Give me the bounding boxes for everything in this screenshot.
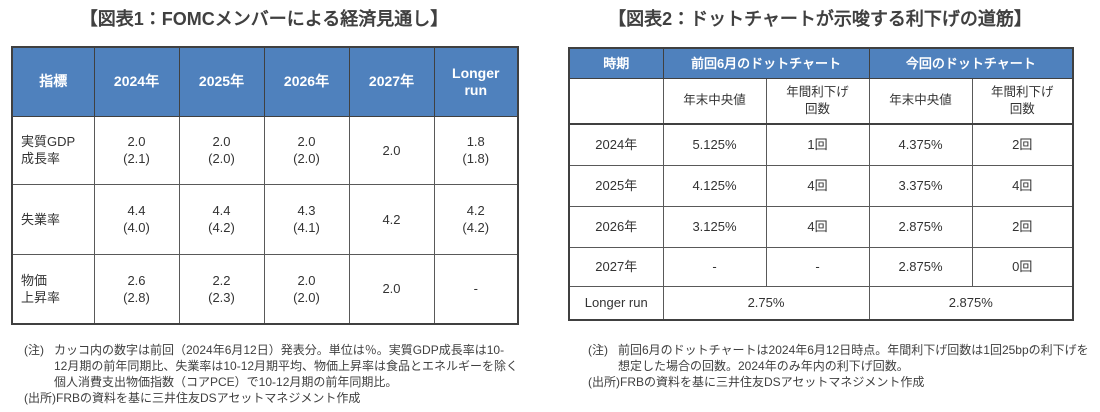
- period-cell: 2024年: [568, 123, 664, 166]
- col-header-longer-run: Longer run: [433, 46, 519, 117]
- table-cell: -: [765, 246, 870, 287]
- table-cell: 2.0 (2.0): [263, 253, 350, 325]
- row-label-inflation: 物価 上昇率: [11, 253, 95, 325]
- table-cell: 2.6 (2.8): [93, 253, 180, 325]
- col-header-2027: 2027年: [348, 46, 435, 117]
- figure2-dot-chart-table: 時期 前回6月のドットチャート 今回のドットチャート 年末中央値 年間利下げ 回…: [568, 47, 1075, 321]
- table-cell: 2.0 (2.0): [263, 115, 350, 185]
- table-cell: 2回: [971, 123, 1074, 166]
- note-label: (注): [24, 343, 44, 357]
- col-header-2024: 2024年: [93, 46, 180, 117]
- table-cell: 3.375%: [868, 164, 973, 207]
- col-header-2026: 2026年: [263, 46, 350, 117]
- note-line: 想定した場合の回数。2024年のみ年内の利下げ回数。: [618, 359, 909, 373]
- subheader-prev-year-end-median: 年末中央値: [662, 77, 767, 125]
- figure2-footnote: (注) 前回6月のドットチャートは2024年6月12日時点。年間利下げ回数は1回…: [588, 342, 1089, 390]
- table-row-2027: 2027年 - - 2.875% 0回: [568, 246, 1074, 287]
- figure2-header-row: 時期 前回6月のドットチャート 今回のドットチャート: [568, 47, 1074, 79]
- table-cell: 4.4 (4.0): [93, 183, 180, 255]
- table-cell: -: [433, 253, 519, 325]
- source-text: FRBの資料を基に三井住友DSアセットマネジメント作成: [56, 391, 361, 405]
- table-row-real-gdp: 実質GDP 成長率 2.0 (2.1) 2.0 (2.0) 2.0 (2.0) …: [11, 115, 519, 185]
- subheader-now-year-end-median: 年末中央値: [868, 77, 973, 125]
- table-row-longer-run: Longer run 2.75% 2.875%: [568, 285, 1074, 321]
- table-cell: 2.2 (2.3): [178, 253, 265, 325]
- table-row-2024: 2024年 5.125% 1回 4.375% 2回: [568, 123, 1074, 166]
- subheader-now-annual-cuts: 年間利下げ 回数: [971, 77, 1074, 125]
- row-label-unemployment: 失業率: [11, 183, 95, 255]
- table-cell: 2.875%: [868, 246, 973, 287]
- row-label-real-gdp: 実質GDP 成長率: [11, 115, 95, 185]
- col-header-period: 時期: [568, 47, 664, 79]
- table-cell: 4.375%: [868, 123, 973, 166]
- table-cell: 5.125%: [662, 123, 767, 166]
- figure1-note-row: (注) カッコ内の数字は前回（2024年6月12日）発表分。単位は％。実質GDP…: [24, 342, 554, 390]
- table-cell: 2.875%: [868, 205, 973, 248]
- source-label: (出所): [588, 375, 620, 389]
- note-line: 個人消費支出物価指数（コアPCE）で10-12月期の前年同期比。: [54, 375, 398, 389]
- source-label: (出所): [24, 391, 56, 405]
- period-cell: 2027年: [568, 246, 664, 287]
- note-line: 前回6月のドットチャートは2024年6月12日時点。年間利下げ回数は1回25bp…: [618, 343, 1089, 357]
- table-cell: 3.125%: [662, 205, 767, 248]
- col-header-2025: 2025年: [178, 46, 265, 117]
- table-cell: 2.75%: [662, 285, 870, 321]
- period-cell: 2026年: [568, 205, 664, 248]
- period-cell: 2025年: [568, 164, 664, 207]
- table-row-2026: 2026年 3.125% 4回 2.875% 2回: [568, 205, 1074, 248]
- figure1-title: 【図表1：FOMCメンバーによる経済見通し】: [79, 9, 449, 29]
- table-cell: 2.0: [348, 115, 435, 185]
- figure1-footnote: (注) カッコ内の数字は前回（2024年6月12日）発表分。単位は％。実質GDP…: [24, 342, 554, 406]
- note-line: 12月期の前年同期比、失業率は10-12月期平均、物価上昇率は食品とエネルギーを…: [54, 359, 519, 373]
- note-label: (注): [588, 343, 608, 357]
- figure2-note-row: (注) 前回6月のドットチャートは2024年6月12日時点。年間利下げ回数は1回…: [588, 342, 1089, 374]
- table-row-unemployment: 失業率 4.4 (4.0) 4.4 (4.2) 4.3 (4.1) 4.2 4.…: [11, 183, 519, 255]
- table-cell: 4.2: [348, 183, 435, 255]
- figure1-fomc-outlook-table: 指標 2024年 2025年 2026年 2027年 Longer run 実質…: [11, 46, 519, 325]
- table-cell: 4.2 (4.2): [433, 183, 519, 255]
- col-header-indicator: 指標: [11, 46, 95, 117]
- table-cell: 0回: [971, 246, 1074, 287]
- table-cell: 2.0: [348, 253, 435, 325]
- table-cell: 4.4 (4.2): [178, 183, 265, 255]
- table-row-inflation: 物価 上昇率 2.6 (2.8) 2.2 (2.3) 2.0 (2.0) 2.0…: [11, 253, 519, 325]
- note-text: 前回6月のドットチャートは2024年6月12日時点。年間利下げ回数は1回25bp…: [618, 342, 1089, 374]
- col-group-current-dot-chart: 今回のドットチャート: [868, 47, 1074, 79]
- figure1-source-row: (出所) FRBの資料を基に三井住友DSアセットマネジメント作成: [24, 390, 554, 406]
- table-cell: 4.3 (4.1): [263, 183, 350, 255]
- table-cell: 4.125%: [662, 164, 767, 207]
- table-cell: 4回: [765, 164, 870, 207]
- table-cell: 2回: [971, 205, 1074, 248]
- figure2-subheader-row: 年末中央値 年間利下げ 回数 年末中央値 年間利下げ 回数: [568, 77, 1074, 125]
- subheader-prev-annual-cuts: 年間利下げ 回数: [765, 77, 870, 125]
- note-line: カッコ内の数字は前回（2024年6月12日）発表分。単位は％。実質GDP成長率は…: [54, 343, 505, 357]
- figure2-source-row: (出所) FRBの資料を基に三井住友DSアセットマネジメント作成: [588, 374, 1088, 390]
- table-cell: 4回: [971, 164, 1074, 207]
- period-cell: Longer run: [568, 285, 664, 321]
- table-cell: 1.8 (1.8): [433, 115, 519, 185]
- note-text: カッコ内の数字は前回（2024年6月12日）発表分。単位は％。実質GDP成長率は…: [54, 342, 554, 390]
- source-text: FRBの資料を基に三井住友DSアセットマネジメント作成: [620, 375, 925, 389]
- subheader-empty-cell: [568, 77, 664, 125]
- figure1-header-row: 指標 2024年 2025年 2026年 2027年 Longer run: [11, 46, 519, 117]
- table-cell: 2.875%: [868, 285, 1074, 321]
- figure2-title: 【図表2：ドットチャートが示唆する利下げの道筋】: [608, 9, 1032, 29]
- table-cell: 4回: [765, 205, 870, 248]
- table-cell: -: [662, 246, 767, 287]
- table-row-2025: 2025年 4.125% 4回 3.375% 4回: [568, 164, 1074, 207]
- table-cell: 1回: [765, 123, 870, 166]
- table-cell: 2.0 (2.0): [178, 115, 265, 185]
- col-group-previous-june-dot-chart: 前回6月のドットチャート: [662, 47, 870, 79]
- table-cell: 2.0 (2.1): [93, 115, 180, 185]
